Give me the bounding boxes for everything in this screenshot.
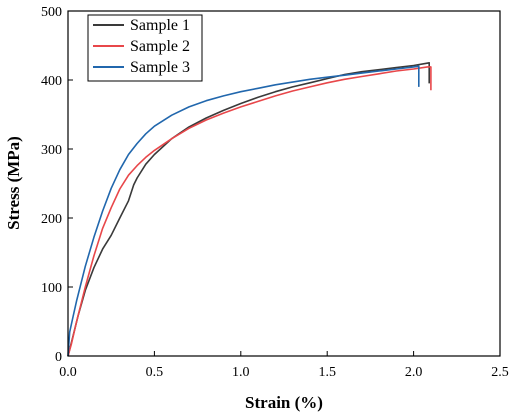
series-line-sample-3 <box>67 65 420 357</box>
x-tick-label: 1.0 <box>232 365 250 380</box>
legend-label-sample-3: Sample 3 <box>130 59 190 76</box>
y-tick-label: 100 <box>41 281 62 296</box>
y-tick-label: 400 <box>41 74 62 89</box>
plot-frame <box>67 10 501 357</box>
y-tick-label: 0 <box>55 350 62 365</box>
y-tick-label: 200 <box>41 212 62 227</box>
legend-label-sample-1: Sample 1 <box>130 17 190 34</box>
legend: Sample 1 Sample 2 Sample 3 <box>87 14 203 82</box>
x-tick-label: 2.0 <box>405 365 423 380</box>
series-line-sample-2 <box>67 66 432 357</box>
series-line-sample-1 <box>67 61 431 357</box>
y-tick-label: 500 <box>41 5 62 20</box>
y-axis-title: Stress (MPa) <box>4 136 23 230</box>
ticks-layer: 0.0 0.5 1.0 1.5 2.0 2.5 0 100 200 300 400 500 <box>41 5 509 380</box>
x-tick-label: 2.5 <box>491 365 509 380</box>
x-axis-title: Strain (%) <box>245 393 323 412</box>
legend-label-sample-2: Sample 2 <box>130 38 190 55</box>
x-tick-label: 1.5 <box>318 365 336 380</box>
x-tick-label: 0.5 <box>146 365 164 380</box>
y-tick-label: 300 <box>41 143 62 158</box>
series-layer <box>67 61 432 357</box>
x-tick-label: 0.0 <box>59 365 77 380</box>
